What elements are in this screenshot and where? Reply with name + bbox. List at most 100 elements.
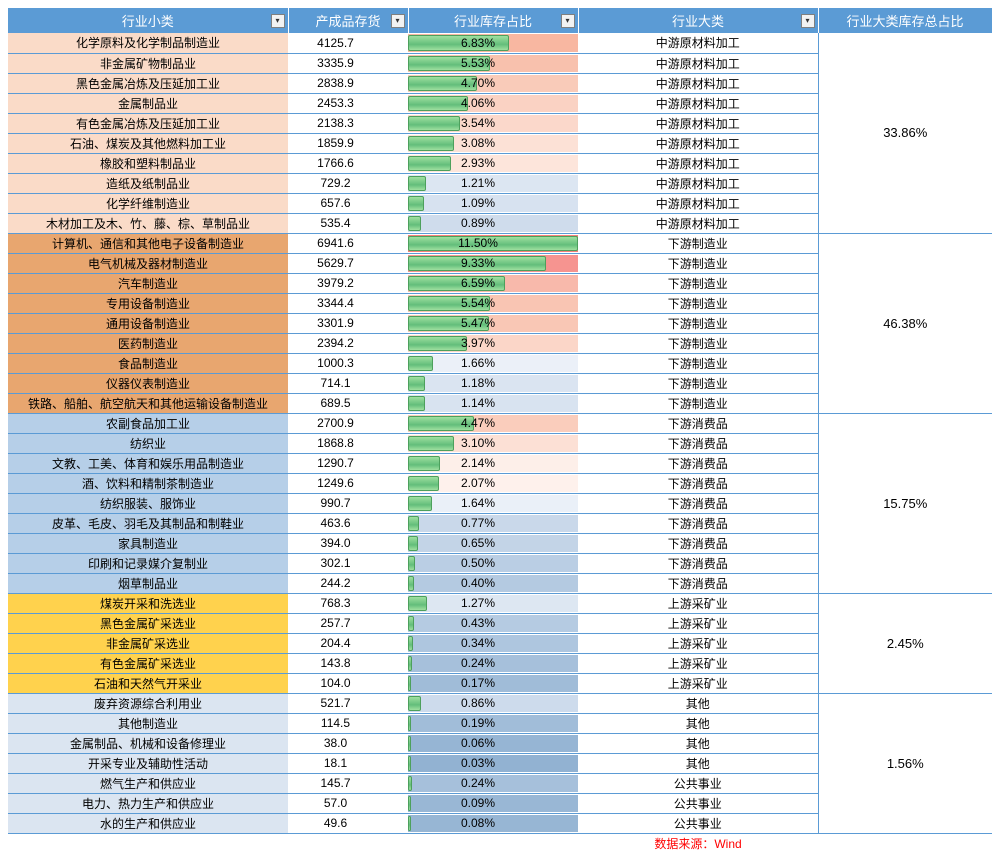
bigcategory-cell: 中游原材料加工 (578, 213, 818, 233)
table-body: 化学原料及化学制品制造业4125.76.83%中游原材料加工33.86%非金属矿… (8, 33, 992, 853)
share-value: 5.53% (408, 56, 578, 70)
share-cell: 0.89% (408, 213, 578, 233)
subindustry-cell: 造纸及纸制品业 (8, 173, 288, 193)
filter-dropdown-icon[interactable]: ▾ (271, 14, 285, 28)
bigcategory-cell: 中游原材料加工 (578, 53, 818, 73)
share-cell: 0.06% (408, 733, 578, 753)
share-value: 0.34% (408, 636, 578, 650)
subindustry-cell: 通用设备制造业 (8, 313, 288, 333)
inventory-cell: 143.8 (288, 653, 408, 673)
subindustry-cell: 电气机械及器材制造业 (8, 253, 288, 273)
share-cell: 3.10% (408, 433, 578, 453)
col-header-inventory[interactable]: 产成品存货 ▾ (288, 8, 408, 33)
bigcategory-cell: 上游采矿业 (578, 633, 818, 653)
inventory-cell: 5629.7 (288, 253, 408, 273)
inventory-cell: 394.0 (288, 533, 408, 553)
inventory-cell: 104.0 (288, 673, 408, 693)
col-header-bigcat[interactable]: 行业大类 ▾ (578, 8, 818, 33)
col-header-subindustry[interactable]: 行业小类 ▾ (8, 8, 288, 33)
share-cell: 4.70% (408, 73, 578, 93)
bigcategory-cell: 公共事业 (578, 793, 818, 813)
share-cell: 0.09% (408, 793, 578, 813)
share-value: 0.89% (408, 216, 578, 230)
data-source: 数据来源：Wind (578, 833, 818, 853)
share-value: 1.14% (408, 396, 578, 410)
inventory-cell: 1766.6 (288, 153, 408, 173)
inventory-cell: 18.1 (288, 753, 408, 773)
bigtotal-cell: 33.86% (818, 33, 992, 233)
subindustry-cell: 皮革、毛皮、羽毛及其制品和制鞋业 (8, 513, 288, 533)
inventory-cell: 1290.7 (288, 453, 408, 473)
share-value: 2.93% (408, 156, 578, 170)
inventory-cell: 244.2 (288, 573, 408, 593)
share-value: 1.27% (408, 596, 578, 610)
industry-inventory-table: 行业小类 ▾ 产成品存货 ▾ 行业库存占比 ▾ 行业大类 ▾ 行业大类库存总占比… (8, 8, 993, 853)
bigtotal-cell: 1.56% (818, 693, 992, 833)
bigcategory-cell: 中游原材料加工 (578, 153, 818, 173)
inventory-cell: 2838.9 (288, 73, 408, 93)
subindustry-cell: 计算机、通信和其他电子设备制造业 (8, 233, 288, 253)
bigcategory-cell: 下游制造业 (578, 353, 818, 373)
bigcategory-cell: 中游原材料加工 (578, 113, 818, 133)
inventory-cell: 302.1 (288, 553, 408, 573)
subindustry-cell: 仪器仪表制造业 (8, 373, 288, 393)
share-value: 3.54% (408, 116, 578, 130)
inventory-cell: 204.4 (288, 633, 408, 653)
table-row: 计算机、通信和其他电子设备制造业6941.611.50%下游制造业46.38% (8, 233, 992, 253)
subindustry-cell: 农副食品加工业 (8, 413, 288, 433)
bigcategory-cell: 上游采矿业 (578, 673, 818, 693)
table-row: 废弃资源综合利用业521.70.86%其他1.56% (8, 693, 992, 713)
filter-dropdown-icon[interactable]: ▾ (561, 14, 575, 28)
subindustry-cell: 文教、工美、体育和娱乐用品制造业 (8, 453, 288, 473)
col-header-share[interactable]: 行业库存占比 ▾ (408, 8, 578, 33)
bigcategory-cell: 下游消费品 (578, 533, 818, 553)
share-cell: 0.03% (408, 753, 578, 773)
share-value: 11.50% (408, 236, 578, 250)
bigcategory-cell: 中游原材料加工 (578, 173, 818, 193)
filter-dropdown-icon[interactable]: ▾ (391, 14, 405, 28)
share-cell: 5.47% (408, 313, 578, 333)
share-value: 0.09% (408, 796, 578, 810)
inventory-cell: 521.7 (288, 693, 408, 713)
col-header-label: 行业大类 (672, 14, 724, 29)
subindustry-cell: 印刷和记录媒介复制业 (8, 553, 288, 573)
subindustry-cell: 有色金属矿采选业 (8, 653, 288, 673)
subindustry-cell: 金属制品、机械和设备修理业 (8, 733, 288, 753)
inventory-cell: 3335.9 (288, 53, 408, 73)
inventory-cell: 257.7 (288, 613, 408, 633)
share-cell: 3.08% (408, 133, 578, 153)
bigcategory-cell: 上游采矿业 (578, 593, 818, 613)
inventory-cell: 2700.9 (288, 413, 408, 433)
inventory-cell: 2394.2 (288, 333, 408, 353)
share-value: 1.09% (408, 196, 578, 210)
share-cell: 11.50% (408, 233, 578, 253)
bigcategory-cell: 下游消费品 (578, 553, 818, 573)
inventory-cell: 38.0 (288, 733, 408, 753)
subindustry-cell: 食品制造业 (8, 353, 288, 373)
bigcategory-cell: 下游制造业 (578, 393, 818, 413)
share-cell: 2.14% (408, 453, 578, 473)
subindustry-cell: 电力、热力生产和供应业 (8, 793, 288, 813)
inventory-cell: 57.0 (288, 793, 408, 813)
footer-row: 数据来源：Wind (8, 833, 992, 853)
share-value: 0.86% (408, 696, 578, 710)
bigcategory-cell: 中游原材料加工 (578, 193, 818, 213)
inventory-cell: 3344.4 (288, 293, 408, 313)
filter-dropdown-icon[interactable]: ▾ (801, 14, 815, 28)
share-value: 1.64% (408, 496, 578, 510)
share-cell: 0.43% (408, 613, 578, 633)
share-value: 0.50% (408, 556, 578, 570)
subindustry-cell: 废弃资源综合利用业 (8, 693, 288, 713)
share-value: 0.77% (408, 516, 578, 530)
share-value: 4.47% (408, 416, 578, 430)
share-cell: 3.97% (408, 333, 578, 353)
share-value: 0.19% (408, 716, 578, 730)
share-value: 0.24% (408, 776, 578, 790)
bigcategory-cell: 下游制造业 (578, 293, 818, 313)
bigcategory-cell: 下游消费品 (578, 453, 818, 473)
share-cell: 0.77% (408, 513, 578, 533)
share-value: 5.47% (408, 316, 578, 330)
share-cell: 0.34% (408, 633, 578, 653)
subindustry-cell: 化学原料及化学制品制造业 (8, 33, 288, 53)
subindustry-cell: 铁路、船舶、航空航天和其他运输设备制造业 (8, 393, 288, 413)
